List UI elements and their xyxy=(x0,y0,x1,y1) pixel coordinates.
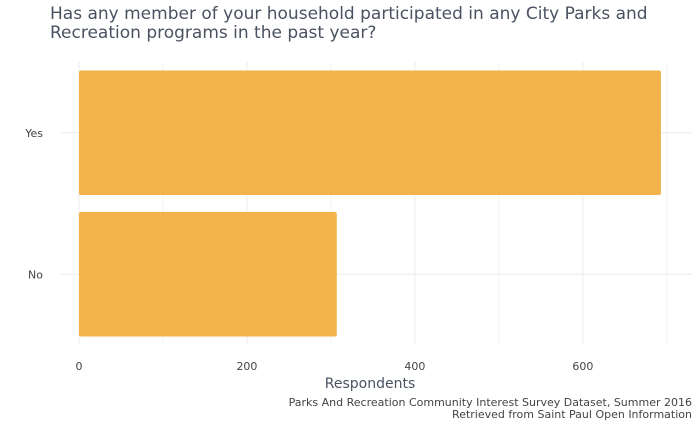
bar-no xyxy=(79,211,337,337)
y-tick-label: No xyxy=(28,268,43,281)
tick-layer: Yes No 0 200 400 600 xyxy=(24,127,593,373)
caption-retrieved: Retrieved from Saint Paul Open Informati… xyxy=(452,408,692,421)
chart-caption: Parks And Recreation Community Interest … xyxy=(289,397,692,421)
x-tick-label: 0 xyxy=(76,360,83,373)
caption-source: Parks And Recreation Community Interest … xyxy=(288,396,692,409)
x-axis-title: Respondents xyxy=(325,376,416,392)
bar-yes xyxy=(79,70,661,196)
bar-layer xyxy=(79,70,661,337)
x-tick-label: 200 xyxy=(236,360,257,373)
x-tick-label: 400 xyxy=(404,360,425,373)
chart-title: Has any member of your household partici… xyxy=(50,4,648,43)
y-tick-label: Yes xyxy=(24,127,43,140)
x-tick-label: 600 xyxy=(572,360,593,373)
